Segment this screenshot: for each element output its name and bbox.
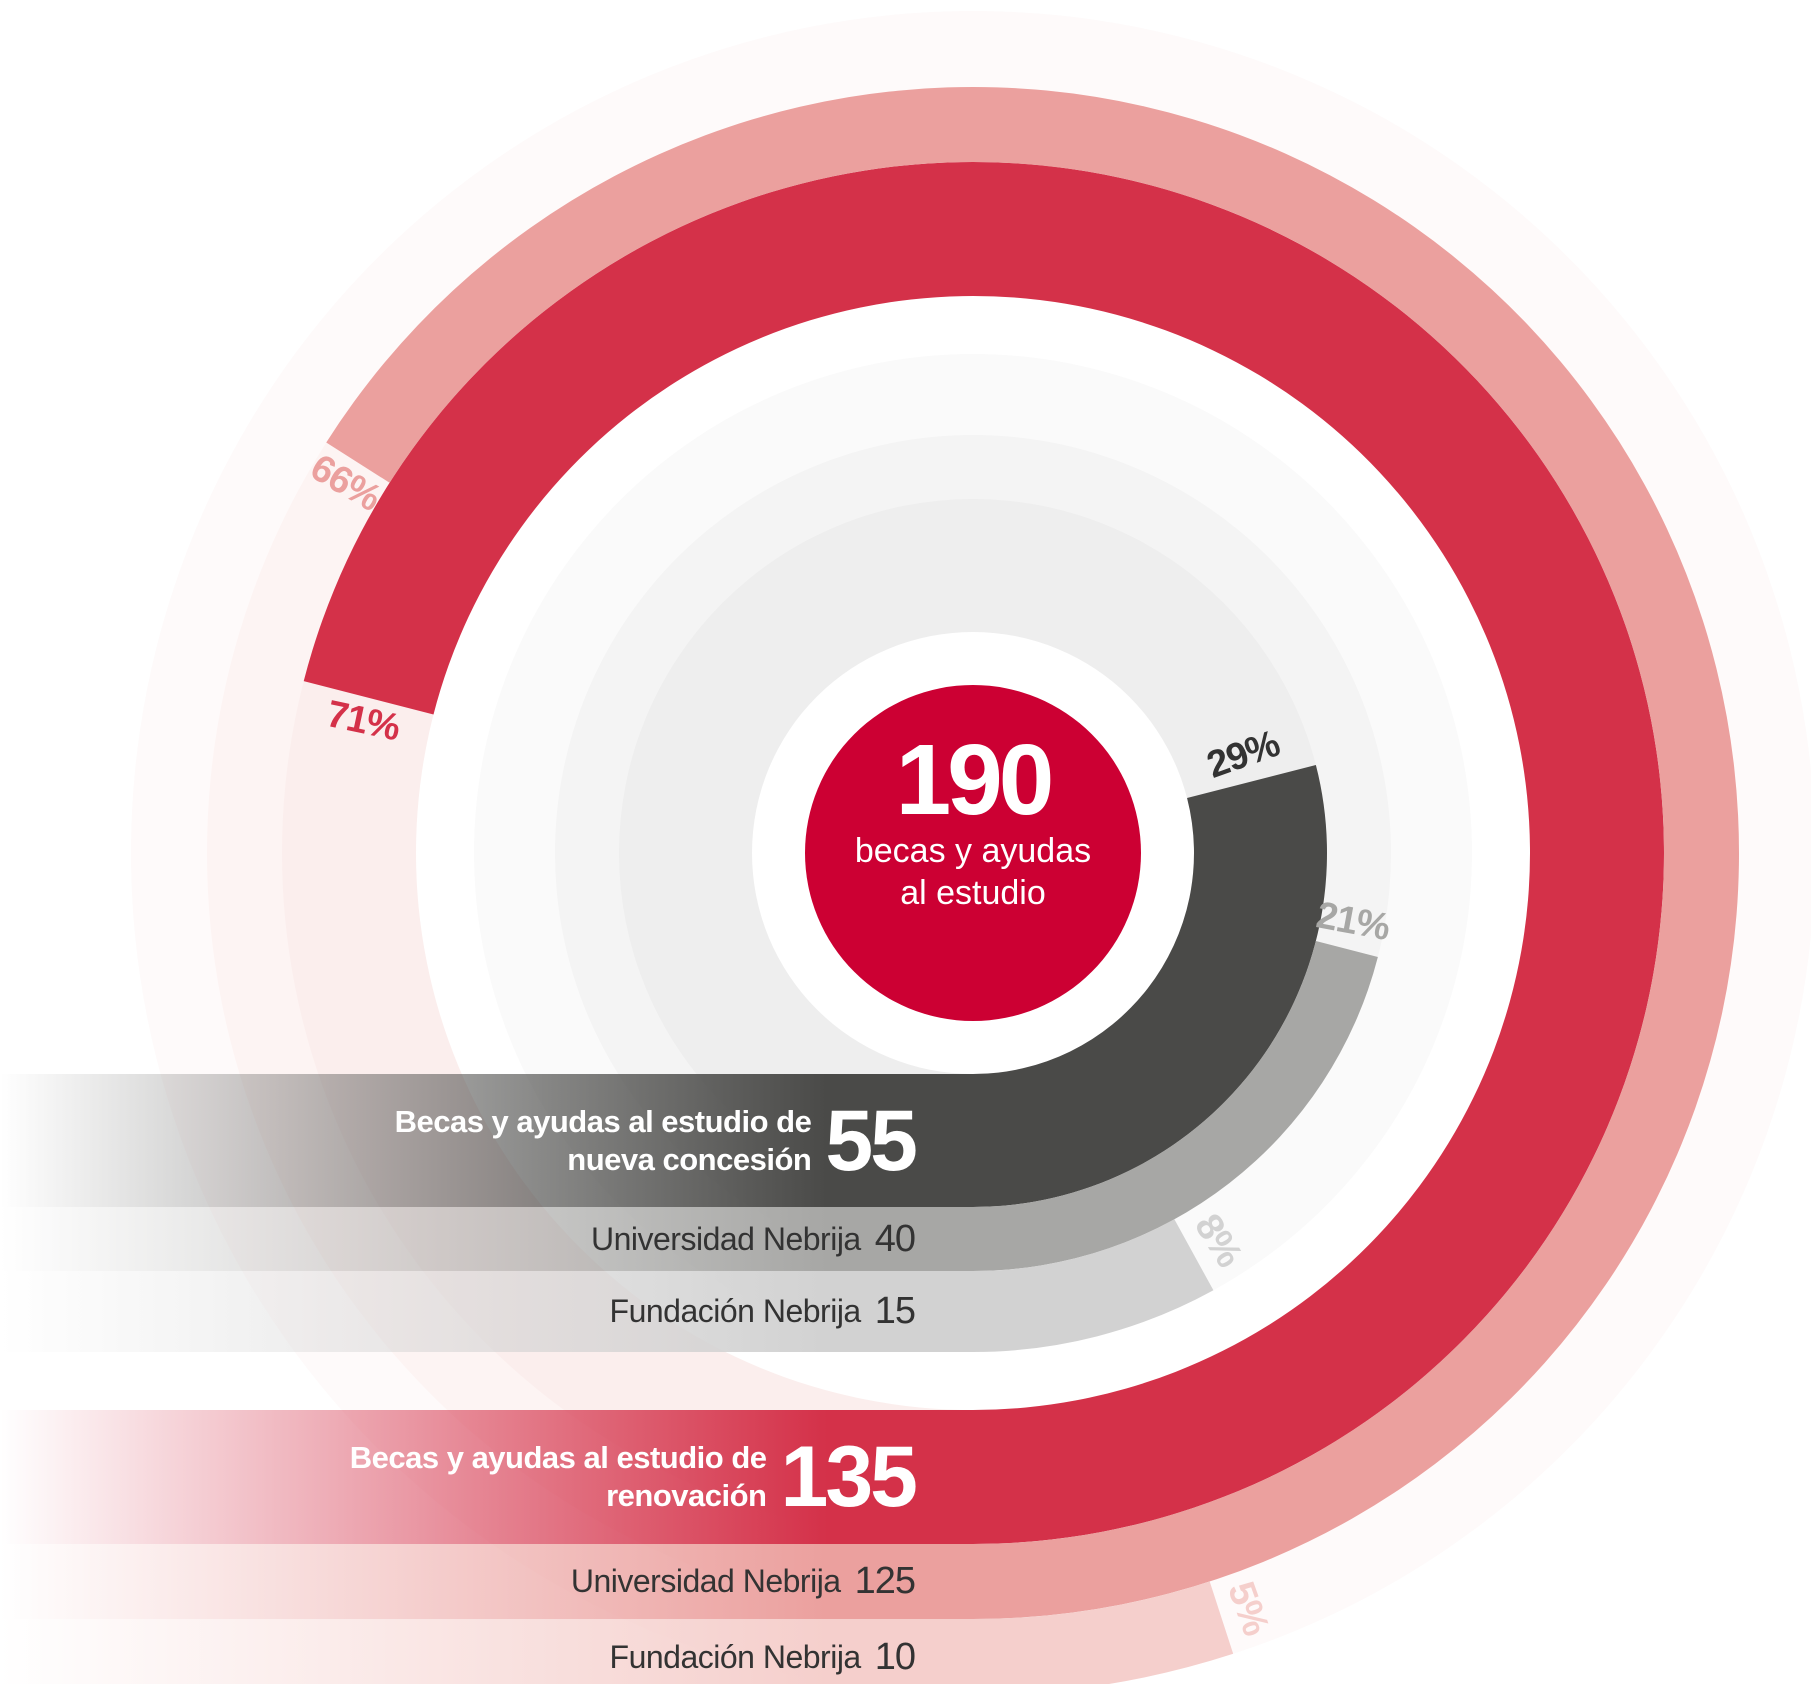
label-bar	[0, 1074, 973, 1207]
item-name: Fundación Nebrija	[609, 1638, 862, 1675]
center-disc	[805, 685, 1141, 1021]
item-name: Fundación Nebrija	[609, 1293, 862, 1329]
item-label: Fundación Nebrija 15	[609, 1271, 916, 1352]
item-label: Fundación Nebrija 10	[609, 1619, 916, 1695]
ring-arc	[973, 764, 1327, 1207]
center-label: 190 becas y ayudas al estudio	[853, 730, 1093, 914]
label-bar	[0, 1207, 973, 1271]
group-name: Becas y ayudas al estudio de renovación	[349, 1440, 767, 1513]
item-value: 15	[874, 1290, 916, 1332]
item-value: 125	[854, 1560, 916, 1602]
ring-arc	[973, 1219, 1214, 1352]
total-label: becas y ayudas al estudio	[854, 832, 1092, 912]
label-bar	[0, 1410, 973, 1544]
ring-arc	[973, 941, 1378, 1271]
item-value: 40	[874, 1217, 916, 1260]
group-value: 55	[825, 1092, 918, 1189]
item-name: Universidad Nebrija	[570, 1563, 841, 1599]
item-name: Universidad Nebrija	[590, 1220, 861, 1257]
group-value: 135	[780, 1429, 918, 1525]
group-name: Becas y ayudas al estudio de nueva conce…	[394, 1103, 812, 1177]
label-bar	[0, 1271, 973, 1352]
total: 190	[895, 724, 1055, 836]
group-label: Becas y ayudas al estudio de renovación 1…	[347, 1410, 918, 1544]
label-bar	[0, 1544, 973, 1619]
item-label: Universidad Nebrija 40	[590, 1207, 916, 1271]
item-label: Universidad Nebrija 125	[570, 1544, 916, 1619]
group-label: Becas y ayudas al estudio de nueva conce…	[391, 1074, 918, 1207]
ring-arc	[973, 1581, 1234, 1684]
label-bar	[0, 1619, 973, 1684]
item-value: 10	[874, 1635, 916, 1678]
